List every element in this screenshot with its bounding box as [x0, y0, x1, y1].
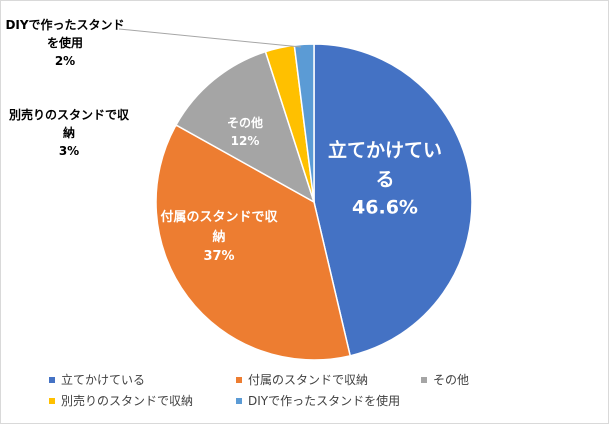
label-category: 付属のスタンドで収納 — [160, 209, 278, 245]
legend-swatch — [49, 376, 55, 383]
leader-line — [118, 28, 302, 48]
legend-swatch — [421, 376, 427, 383]
legend-label: 立てかけている — [61, 373, 146, 387]
legend-item: 立てかけている — [49, 371, 145, 388]
legend-item: DIYで作ったスタンドを使用 — [236, 392, 400, 409]
legend-label: 付属のスタンドで収納 — [248, 373, 369, 387]
legend-label: その他 — [433, 373, 470, 387]
data-label: 別売りのスタンドで収納 3% — [7, 106, 132, 160]
pie-slice — [155, 123, 352, 361]
legend-swatch — [49, 397, 55, 404]
legend-swatch — [236, 376, 242, 383]
legend-item: その他 — [421, 371, 469, 388]
pie-slice — [293, 43, 315, 203]
label-category: DIYで作ったスタンドを使用 — [5, 18, 125, 50]
label-value: 12% — [230, 134, 260, 148]
label-value: 2% — [54, 54, 76, 68]
legend-swatch — [236, 397, 242, 404]
label-value: 3% — [58, 144, 80, 158]
data-label: 付属のスタンドで収納 37% — [157, 208, 282, 267]
label-category: 立てかけている — [327, 139, 442, 190]
legend-label: DIYで作ったスタンドを使用 — [248, 394, 401, 408]
label-category: 別売りのスタンドで収納 — [8, 108, 129, 140]
pie-slice — [313, 43, 473, 357]
label-category: その他 — [226, 116, 263, 130]
data-label: 立てかけている 46.6% — [328, 136, 443, 222]
data-label: DIYで作ったスタンドを使用 2% — [3, 16, 128, 70]
data-label: その他 12% — [215, 114, 275, 150]
legend-label: 別売りのスタンドで収納 — [61, 394, 194, 408]
label-value: 46.6% — [352, 196, 418, 219]
label-value: 37% — [203, 248, 235, 264]
pie-slice — [175, 50, 316, 204]
legend-item: 付属のスタンドで収納 — [236, 371, 368, 388]
legend-item: 別売りのスタンドで収納 — [49, 392, 193, 409]
